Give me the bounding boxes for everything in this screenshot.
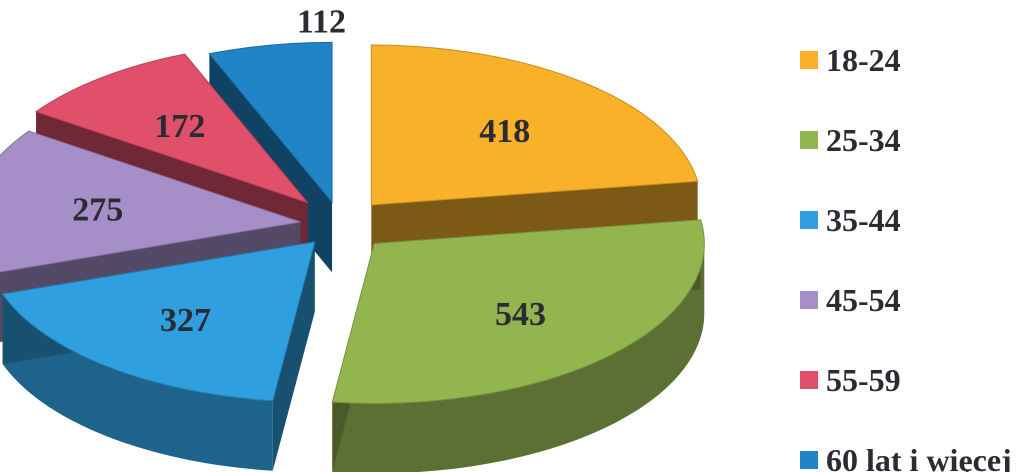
legend-item-35-44: 35-44 [800, 202, 901, 238]
legend-label-55-59: 55-59 [826, 362, 901, 398]
value-label-45-54: 275 [72, 192, 123, 229]
legend: 18-24 25-34 35-44 45-54 55-59 60 lat i więcej [800, 42, 1012, 472]
legend-swatch-55-59 [800, 371, 818, 389]
value-label-25-34: 543 [495, 296, 546, 333]
legend-label-60-lat-i-wi-cej: 60 lat i więcej [826, 442, 1012, 472]
slice-60-lat-i-wi-cej [208, 41, 333, 204]
legend-label-25-34: 25-34 [826, 122, 901, 158]
legend-swatch-45-54 [800, 291, 818, 309]
legend-item-25-34: 25-34 [800, 122, 901, 158]
legend-item-45-54: 45-54 [800, 282, 901, 318]
slice-55-59 [34, 53, 310, 204]
slice-45-54 [0, 130, 301, 273]
legend-swatch-35-44 [800, 211, 818, 229]
slice-35-44-wall [2, 294, 273, 471]
legend-label-35-44: 35-44 [826, 202, 901, 238]
slice-25-34 [331, 219, 705, 404]
slice-tops [0, 41, 705, 404]
legend-item-60-lat-i-wi-cej: 60 lat i więcej [800, 442, 1012, 472]
slice-35-44 [1, 241, 316, 402]
value-label-18-24: 418 [479, 113, 530, 150]
legend-swatch-25-34 [800, 131, 818, 149]
slice-25-34-wall [332, 243, 705, 472]
legend-swatch-18-24 [800, 51, 818, 69]
legend-label-18-24: 18-24 [826, 42, 901, 78]
slice-labels: 418 543 327 275 172 112 [72, 3, 546, 339]
legend-item-18-24: 18-24 [800, 42, 901, 78]
legend-item-55-59: 55-59 [800, 362, 901, 398]
value-label-35-44: 327 [160, 302, 211, 339]
legend-label-45-54: 45-54 [826, 282, 901, 318]
value-label-60-lat-i-wi-cej: 112 [297, 3, 346, 40]
slice-18-24 [370, 44, 699, 206]
legend-swatch-60-lat-i-wi-cej [800, 451, 818, 469]
value-label-55-59: 172 [154, 108, 205, 145]
